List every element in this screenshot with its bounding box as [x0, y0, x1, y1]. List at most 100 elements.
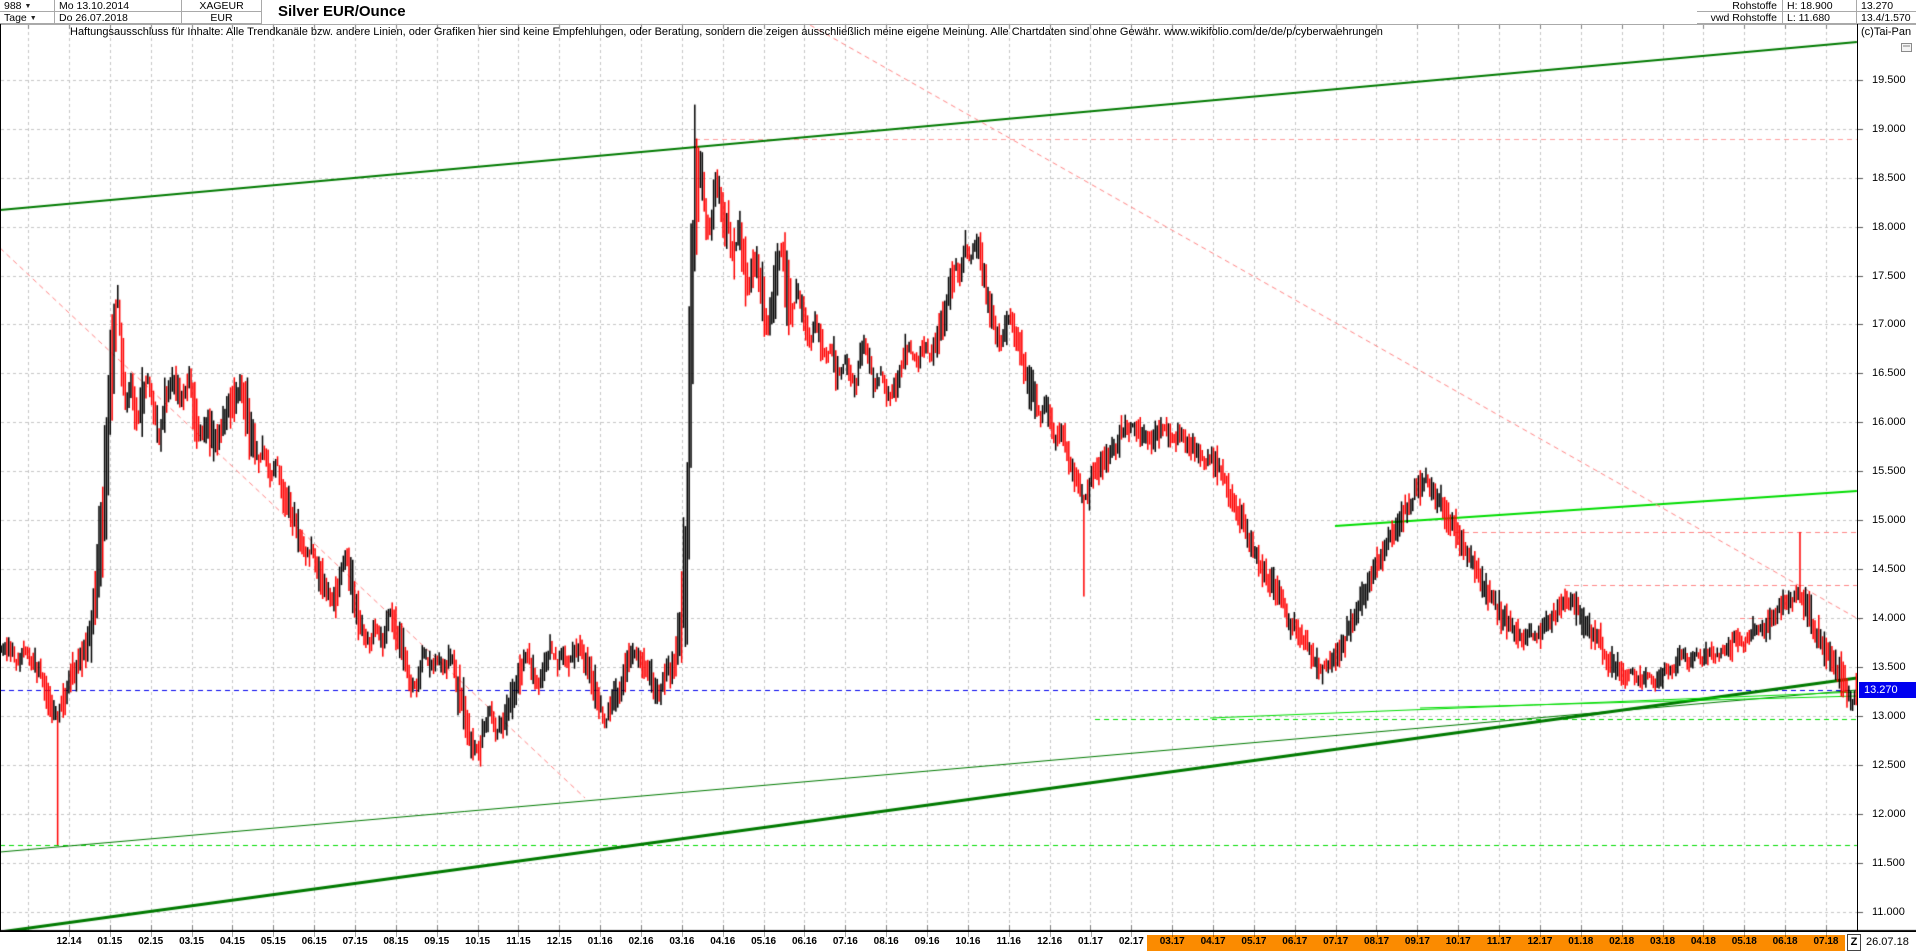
x-axis-label: 01.16	[587, 936, 613, 947]
last-date-cell: Do 26.07.2018	[55, 12, 182, 24]
x-axis-label: 12.16	[1037, 936, 1063, 947]
x-axis-label: 05.15	[260, 936, 286, 947]
x-axis-tickmark	[600, 932, 602, 937]
x-axis-tickmark	[1417, 932, 1419, 937]
x-axis-tickmark	[150, 932, 152, 937]
x-axis-label: 03.15	[179, 936, 205, 947]
x-axis-tickmark	[967, 932, 969, 937]
y-axis-tick: 12.500	[1872, 758, 1906, 771]
x-axis-tickmark	[355, 932, 357, 937]
x-axis-tickmark	[477, 932, 479, 937]
x-axis-label: 06.17	[1282, 936, 1308, 947]
x-axis-tickmark	[1049, 932, 1051, 937]
y-axis-tick: 11.500	[1872, 856, 1905, 869]
period-selector[interactable]: 988 ▼	[0, 0, 55, 12]
y-axis-tick: 19.000	[1872, 122, 1906, 135]
chart-title: Silver EUR/Ounce	[272, 1, 412, 22]
symbol-cell: XAGEUR	[182, 0, 262, 12]
y-axis-tick: 12.000	[1872, 807, 1906, 820]
x-axis-tickmark	[681, 932, 683, 937]
x-axis-tickmark	[559, 932, 561, 937]
x-axis-tickmark	[804, 932, 806, 937]
x-axis-tickmark	[436, 932, 438, 937]
y-axis-tick: 16.500	[1872, 367, 1906, 380]
x-axis-label: 01.15	[97, 936, 123, 947]
x-axis-label: 12.15	[546, 936, 572, 947]
x-axis-label: 08.16	[873, 936, 899, 947]
x-axis-label: 07.15	[342, 936, 368, 947]
low-value: L: 11.680	[1783, 12, 1857, 24]
chevron-down-icon: ▼	[24, 3, 32, 10]
x-axis-label: 05.17	[1241, 936, 1267, 947]
x-axis-tickmark	[1825, 932, 1827, 937]
zoom-z-button[interactable]: Z	[1847, 934, 1861, 951]
x-axis-label: 02.17	[1118, 936, 1144, 947]
y-axis-tick: 15.500	[1872, 465, 1906, 478]
timeframe-selector[interactable]: Tage ▼	[0, 12, 55, 24]
x-axis-label: 11.15	[506, 936, 531, 947]
feed-name: Rohstoffe	[1697, 0, 1783, 12]
x-axis-label: 03.17	[1159, 936, 1185, 947]
x-axis-tickmark	[395, 932, 397, 937]
x-axis-tickmark	[1703, 932, 1705, 937]
x-axis-label: 06.16	[791, 936, 817, 947]
axis-end-date: 26.07.18	[1866, 936, 1909, 948]
x-axis-label: 02.18	[1609, 936, 1635, 947]
x-axis-tickmark	[232, 932, 234, 937]
x-axis-label: 09.16	[914, 936, 940, 947]
y-axis-tick: 14.500	[1872, 563, 1906, 576]
x-axis: 12.14 01.15 02.15 03.15 04.15 05.15 06.15 07.15…	[0, 931, 1916, 952]
x-axis-label: 07.16	[832, 936, 858, 947]
y-axis-tick: 17.500	[1872, 269, 1906, 282]
x-axis-tickmark	[1172, 932, 1174, 937]
x-axis-tickmark	[1621, 932, 1623, 937]
x-axis-label: 12.17	[1527, 936, 1553, 947]
x-axis-label: 10.15	[465, 936, 491, 947]
last-price-badge: 13.270	[1859, 681, 1916, 698]
x-axis-label: 06.15	[301, 936, 327, 947]
x-axis-tickmark	[1499, 932, 1501, 937]
x-axis-label: 03.16	[669, 936, 695, 947]
x-axis-label: 06.18	[1772, 936, 1798, 947]
x-axis-tickmark	[69, 932, 70, 937]
first-date-cell: Mo 13.10.2014	[55, 0, 182, 12]
x-axis-tickmark	[273, 932, 275, 937]
x-axis-label: 04.18	[1690, 936, 1716, 947]
currency-cell: EUR	[182, 12, 262, 24]
x-axis-tickmark	[1785, 932, 1787, 937]
y-axis-tick: 13.000	[1872, 709, 1906, 722]
header-divider	[0, 24, 1916, 25]
panel-minimize-icon[interactable]	[1901, 43, 1912, 52]
x-axis-tickmark	[1580, 932, 1582, 937]
x-axis-label: 02.15	[138, 936, 164, 947]
copyright-watermark: (c)Tai-Pan	[1861, 26, 1912, 38]
chevron-down-icon: ▼	[29, 15, 37, 22]
x-axis-label: 07.17	[1323, 936, 1349, 947]
x-axis-label: 05.16	[751, 936, 777, 947]
y-axis-tick: 17.000	[1872, 318, 1906, 331]
x-axis-tickmark	[1213, 932, 1215, 937]
x-axis-tickmark	[191, 932, 193, 937]
y-axis-tick: 18.000	[1872, 220, 1906, 233]
x-axis-tickmark	[1253, 932, 1255, 937]
x-axis-tickmark	[845, 932, 847, 937]
x-axis-label: 04.17	[1200, 936, 1226, 947]
x-axis-tickmark	[1376, 932, 1378, 937]
x-axis-label: 04.16	[710, 936, 736, 947]
x-axis-tickmark	[1090, 932, 1092, 937]
x-axis-tickmark	[314, 932, 316, 937]
x-axis-label: 09.15	[424, 936, 450, 947]
x-axis-tickmark	[518, 932, 520, 937]
x-axis-label: 11.17	[1486, 936, 1512, 947]
x-axis-label: 03.18	[1650, 936, 1676, 947]
x-axis-label: 08.17	[1364, 936, 1390, 947]
x-axis-label: 01.17	[1077, 936, 1104, 947]
y-axis-tick: 19.500	[1872, 73, 1906, 86]
y-axis-tick: 13.500	[1872, 661, 1906, 673]
x-axis-tickmark	[1294, 932, 1296, 937]
y-axis-tick: 15.000	[1872, 514, 1906, 527]
x-axis-tickmark	[641, 932, 643, 937]
x-axis-tickmark	[1458, 932, 1460, 937]
